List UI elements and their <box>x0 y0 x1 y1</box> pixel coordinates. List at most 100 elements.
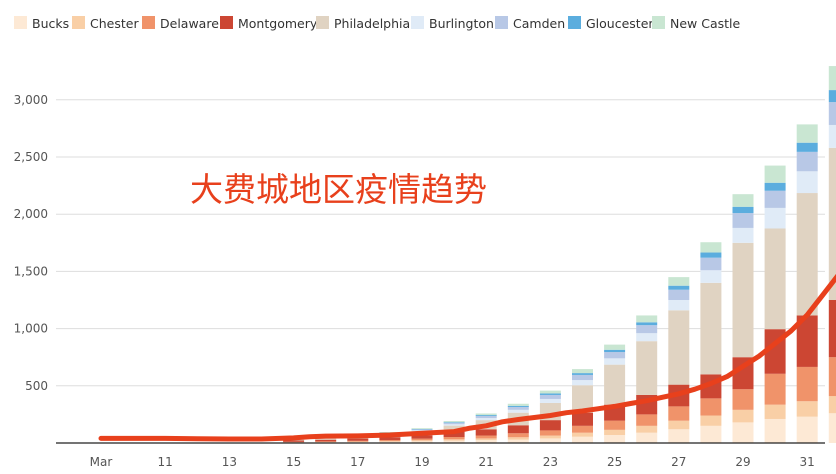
bar-segment-camden <box>700 257 722 271</box>
legend-swatch <box>72 16 85 29</box>
x-tick-label: Mar <box>90 455 113 469</box>
bar-segment-delaware <box>668 406 690 421</box>
bar-segment-bucks <box>411 441 433 443</box>
bar-segment-new-castle <box>732 194 754 207</box>
bar-segment-new-castle <box>572 369 593 374</box>
bar-segment-delaware <box>507 433 529 438</box>
bar-segment-chester <box>604 429 626 435</box>
bar-segment-camden <box>411 429 433 431</box>
bar-segment-burlington <box>668 300 690 311</box>
bar-segment-gloucester <box>732 206 754 214</box>
bar-segment-gloucester <box>507 405 529 407</box>
bar-segment-new-castle <box>411 428 433 429</box>
bar-segment-philadelphia <box>732 242 754 358</box>
bar-segment-delaware <box>604 420 626 430</box>
bar-segment-burlington <box>796 171 818 194</box>
bar-segment-montgomery <box>379 437 401 441</box>
bar-segment-gloucester <box>475 415 497 417</box>
bar-segment-new-castle <box>668 277 690 286</box>
bar-segment-camden <box>604 352 626 359</box>
bar-segment-new-castle <box>475 413 497 416</box>
bar-segment-chester <box>475 438 497 441</box>
bar-segment-chester <box>732 409 754 423</box>
bar-segment-gloucester <box>764 182 786 191</box>
bar-segment-delaware <box>539 430 561 436</box>
bar-segment-delaware <box>411 438 433 441</box>
y-tick-label: 1,500 <box>14 264 48 278</box>
bar-segment-new-castle <box>443 421 465 423</box>
bar-segment-montgomery <box>411 435 433 439</box>
bar-segment-montgomery <box>283 440 305 442</box>
bar-segment-new-castle <box>796 124 818 143</box>
bar-segment-bucks <box>604 434 626 443</box>
bar-segment-burlington <box>828 124 836 148</box>
bar-segment-chester <box>700 415 722 426</box>
legend-swatch <box>14 16 27 29</box>
bar-segment-camden <box>572 374 593 381</box>
bar-segment-delaware <box>636 414 658 426</box>
legend-label: Chester <box>90 16 139 31</box>
bar-segment-burlington <box>572 380 593 386</box>
bar-segment-delaware <box>443 437 465 440</box>
x-tick-label: 25 <box>607 455 622 469</box>
bar-segment-gloucester <box>828 90 836 103</box>
bar-segment-burlington <box>732 227 754 243</box>
legend-swatch <box>411 16 424 29</box>
legend-swatch <box>568 16 581 29</box>
bar-segment-montgomery <box>443 431 465 438</box>
bar-segment-bucks <box>732 422 754 443</box>
bar-segment-burlington <box>636 333 658 342</box>
bar-segment-new-castle <box>636 315 658 323</box>
bar-segment-montgomery <box>475 429 497 436</box>
bar-segment-delaware <box>347 440 369 442</box>
bar-segment-camden <box>475 416 497 419</box>
bar-segment-delaware <box>379 440 401 442</box>
bar-segment-gloucester <box>700 252 722 258</box>
bar-segment-burlington <box>475 418 497 421</box>
bar-segment-philadelphia <box>572 385 593 413</box>
bar-segment-bucks <box>700 425 722 443</box>
bar-segment-burlington <box>411 430 433 432</box>
x-tick-label: 31 <box>800 455 815 469</box>
bar-segment-montgomery <box>796 315 818 367</box>
bar-segment-new-castle <box>379 432 401 433</box>
x-tick-label: 27 <box>671 455 686 469</box>
bar-segment-montgomery <box>507 425 529 434</box>
bar-segment-bucks <box>828 413 836 443</box>
bar-segment-delaware <box>315 441 337 442</box>
bar-segment-philadelphia <box>604 364 626 405</box>
bar-segment-philadelphia <box>828 147 836 300</box>
legend-label: Montgomery <box>238 16 318 31</box>
grid-lines <box>56 99 825 387</box>
bar-segment-new-castle <box>604 344 626 350</box>
bar-segment-chester <box>443 439 465 441</box>
x-tick-label: 21 <box>479 455 494 469</box>
bar-segment-new-castle <box>507 403 529 406</box>
bar-segment-chester <box>828 396 836 414</box>
legend-label: Bucks <box>32 16 69 31</box>
trend-line-layer <box>98 273 836 442</box>
bar-segment-montgomery <box>315 439 337 442</box>
legend-label: Burlington <box>429 16 494 31</box>
bar-segment-camden <box>732 213 754 228</box>
bar-segment-chester <box>668 420 690 430</box>
bar-segment-gloucester <box>668 285 690 290</box>
y-tick-label: 3,000 <box>14 93 48 107</box>
bar-segment-chester <box>411 440 433 442</box>
bar-segment-camden <box>796 151 818 172</box>
bar-segment-gloucester <box>539 393 561 395</box>
x-tick-label: 13 <box>222 455 237 469</box>
bar-segment-burlington <box>700 270 722 283</box>
bar-segment-philadelphia <box>668 310 690 385</box>
bar-segment-delaware <box>764 373 786 405</box>
bar-segment-burlington <box>443 424 465 426</box>
y-tick-label: 500 <box>25 379 48 393</box>
chart-annotation: 大费城地区疫情趋势 <box>190 170 487 209</box>
bar-segment-chester <box>379 441 401 442</box>
bar-segment-camden <box>539 394 561 399</box>
bar-segment-chester <box>636 425 658 433</box>
bar-segment-chester <box>796 401 818 417</box>
bar-segment-philadelphia <box>764 228 786 330</box>
